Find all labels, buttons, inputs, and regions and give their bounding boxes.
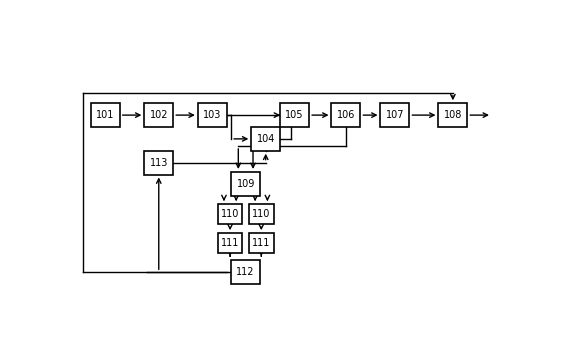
Text: 110: 110 xyxy=(252,209,270,219)
Bar xyxy=(231,260,260,284)
Bar xyxy=(331,103,361,127)
Bar xyxy=(249,233,274,253)
Bar xyxy=(438,103,467,127)
Bar xyxy=(144,151,173,175)
Text: 104: 104 xyxy=(256,134,275,144)
Bar xyxy=(144,103,173,127)
Bar xyxy=(218,204,242,224)
Bar xyxy=(381,103,409,127)
Bar xyxy=(251,127,280,151)
Text: 108: 108 xyxy=(444,110,462,120)
Text: 101: 101 xyxy=(96,110,114,120)
Text: 110: 110 xyxy=(221,209,239,219)
Bar xyxy=(231,172,260,196)
Text: 106: 106 xyxy=(337,110,355,120)
Text: 102: 102 xyxy=(150,110,168,120)
Text: 103: 103 xyxy=(203,110,221,120)
Text: 107: 107 xyxy=(386,110,404,120)
Bar xyxy=(218,233,242,253)
Bar xyxy=(91,103,120,127)
Bar xyxy=(249,204,274,224)
Text: 112: 112 xyxy=(236,267,255,277)
Text: 111: 111 xyxy=(252,238,270,248)
Text: 113: 113 xyxy=(150,158,168,168)
Text: 105: 105 xyxy=(285,110,304,120)
Bar xyxy=(280,103,309,127)
Text: 109: 109 xyxy=(236,179,255,189)
Bar xyxy=(198,103,227,127)
Text: 111: 111 xyxy=(221,238,239,248)
